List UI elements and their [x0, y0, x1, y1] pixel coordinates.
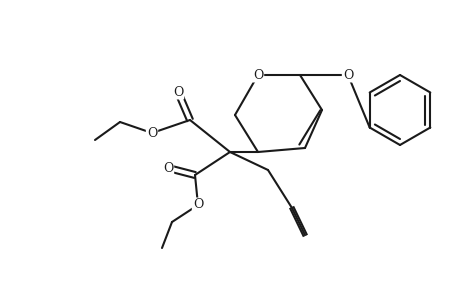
Text: O: O	[146, 127, 157, 140]
Text: O: O	[252, 68, 263, 82]
Text: O: O	[192, 199, 203, 212]
Text: O: O	[162, 161, 173, 175]
Text: O: O	[173, 85, 183, 98]
Text: O: O	[342, 68, 353, 82]
